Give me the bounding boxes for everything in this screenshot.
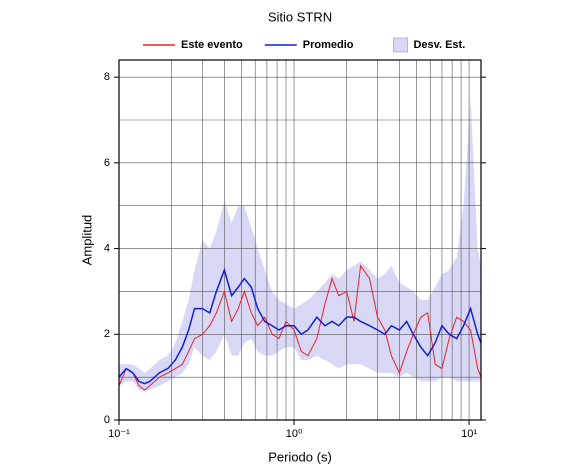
legend-swatch (393, 37, 408, 53)
std-band (119, 98, 481, 391)
x-tick-label: 10⁻¹ (108, 428, 130, 440)
x-tick-label: 10¹ (461, 428, 477, 440)
y-tick-label: 4 (104, 242, 110, 254)
series-line (118, 267, 482, 385)
y-tick-label: 8 (104, 71, 110, 83)
legend-label: Desv. Est. (413, 39, 465, 51)
series-line (118, 264, 482, 391)
x-tick-label: 10⁰ (286, 428, 303, 440)
legend-label: Este evento (181, 39, 243, 51)
plot-frame (118, 59, 482, 421)
y-axis-label: Amplitud (79, 215, 94, 266)
x-axis-label: Periodo (s) (268, 449, 332, 464)
y-tick-label: 0 (104, 414, 110, 426)
chart-title: Sitio STRN (268, 9, 332, 24)
y-tick-label: 2 (104, 328, 110, 340)
y-tick-label: 6 (104, 157, 110, 169)
legend-label: Promedio (303, 39, 354, 51)
